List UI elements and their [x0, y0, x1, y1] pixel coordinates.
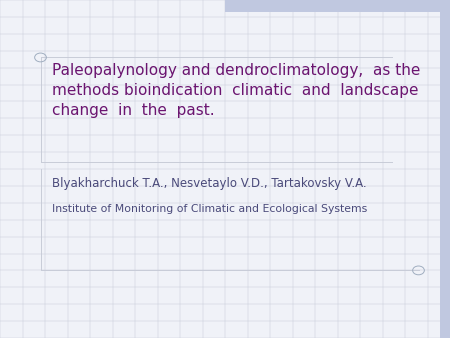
Text: Paleopalynology and dendroclimatology,  as the
methods bioindication  climatic  : Paleopalynology and dendroclimatology, a… [52, 63, 420, 118]
Text: Institute of Monitoring of Climatic and Ecological Systems: Institute of Monitoring of Climatic and … [52, 204, 367, 215]
Bar [440, 0, 450, 338]
Bar [225, 0, 450, 12]
Text: Blyakharchuck T.A., Nesvetaylo V.D., Tartakovsky V.A.: Blyakharchuck T.A., Nesvetaylo V.D., Tar… [52, 177, 366, 190]
